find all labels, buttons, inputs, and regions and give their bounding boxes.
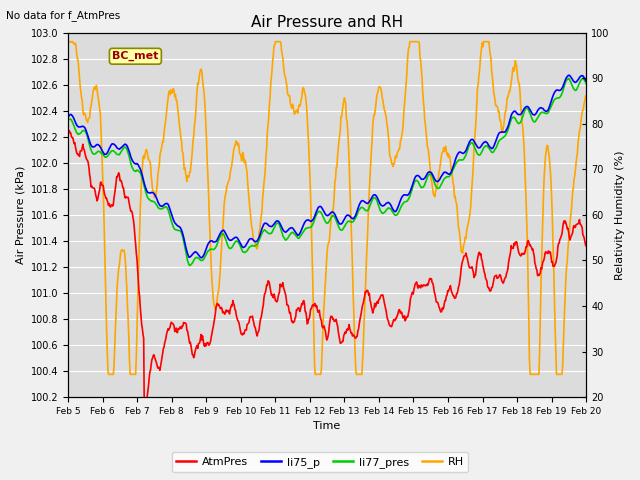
Text: BC_met: BC_met	[112, 51, 159, 61]
Legend: AtmPres, li75_p, li77_pres, RH: AtmPres, li75_p, li77_pres, RH	[172, 452, 468, 472]
Title: Air Pressure and RH: Air Pressure and RH	[251, 15, 403, 30]
Y-axis label: Relativity Humidity (%): Relativity Humidity (%)	[615, 150, 625, 279]
X-axis label: Time: Time	[314, 421, 340, 432]
Y-axis label: Air Pressure (kPa): Air Pressure (kPa)	[15, 166, 25, 264]
Text: No data for f_AtmPres: No data for f_AtmPres	[6, 10, 121, 21]
